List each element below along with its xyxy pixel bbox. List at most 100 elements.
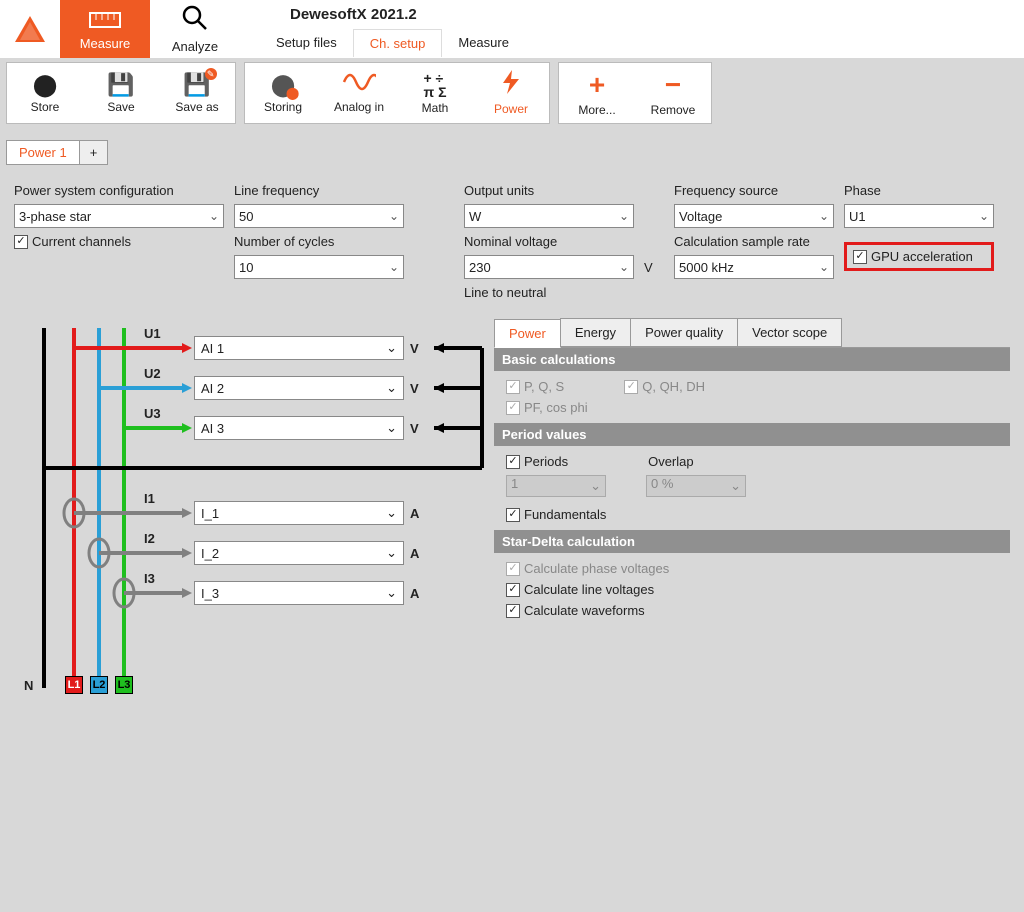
cpv-check: Calculate phase voltages (506, 561, 998, 576)
toolbar: ⬤Store 💾Save 💾✎Save as ⬤⬤Storing Analog … (0, 58, 1024, 128)
main-area: U1 AI 1 V U2 AI 2 V U3 AI 3 V I1 I_1 A I2 I_… (0, 308, 1024, 728)
nv-unit: V (644, 260, 664, 275)
lf-select[interactable]: 50 (234, 204, 404, 228)
checkbox-icon (853, 250, 867, 264)
basic-header: Basic calculations (494, 348, 1010, 371)
calc-tab-energy[interactable]: Energy (560, 318, 631, 347)
app-title: DewesoftX 2021.2 (260, 0, 525, 23)
u2-label: U2 (144, 366, 161, 381)
checkbox-icon (506, 604, 520, 618)
gpu-check[interactable]: GPU acceleration (853, 249, 985, 264)
periods-check[interactable]: Periods (506, 454, 568, 469)
bolt-icon (501, 70, 521, 100)
gpu-highlight: GPU acceleration (844, 242, 994, 271)
u3-unit: V (410, 421, 419, 436)
tab-ch-setup[interactable]: Ch. setup (353, 29, 443, 57)
checkbox-icon (506, 455, 520, 469)
minus-icon: − (665, 69, 681, 101)
checkbox-icon (506, 380, 520, 394)
i2-label: I2 (144, 531, 155, 546)
wiring-diagram: U1 AI 1 V U2 AI 2 V U3 AI 3 V I1 I_1 A I2 I_… (14, 318, 474, 718)
title-area: DewesoftX 2021.2 Setup files Ch. setup M… (240, 0, 525, 57)
nv-label: Nominal voltage (464, 234, 634, 249)
config-panel: Power system configuration Line frequenc… (0, 165, 1024, 308)
checkbox-icon (506, 401, 520, 415)
page-tab-add[interactable]: + (79, 140, 109, 165)
mode-analyze-label: Analyze (172, 39, 218, 54)
psc-select[interactable]: 3-phase star (14, 204, 224, 228)
saveas-button[interactable]: 💾✎Save as (159, 63, 235, 123)
overlap-select[interactable]: 0 % (646, 475, 746, 497)
math-icon: + ÷π Σ (423, 71, 446, 99)
i1-select[interactable]: I_1 (194, 501, 404, 525)
ou-select[interactable]: W (464, 204, 634, 228)
u1-unit: V (410, 341, 419, 356)
cw-check[interactable]: Calculate waveforms (506, 603, 998, 618)
calc-tab-power[interactable]: Power (494, 319, 561, 348)
checkbox-icon (506, 583, 520, 597)
top-bar: Measure Analyze DewesoftX 2021.2 Setup f… (0, 0, 1024, 58)
app-logo (0, 0, 60, 58)
u1-label: U1 (144, 326, 161, 341)
ph-select[interactable]: U1 (844, 204, 994, 228)
page-tab-power1[interactable]: Power 1 (6, 140, 80, 165)
l3-badge: L3 (115, 676, 133, 694)
i1-unit: A (410, 506, 419, 521)
store-button[interactable]: ⬤Store (7, 63, 83, 123)
l1-badge: L1 (65, 676, 83, 694)
u2-unit: V (410, 381, 419, 396)
tab-measure[interactable]: Measure (442, 29, 525, 57)
psc-label: Power system configuration (14, 183, 224, 198)
lf-label: Line frequency (234, 183, 404, 198)
csr-label: Calculation sample rate (674, 234, 834, 249)
saveas-icon: 💾✎ (183, 72, 210, 98)
plus-icon: + (589, 69, 605, 101)
fundamentals-check[interactable]: Fundamentals (506, 507, 998, 522)
l2-badge: L2 (90, 676, 108, 694)
ou-label: Output units (464, 183, 634, 198)
csr-select[interactable]: 5000 kHz (674, 255, 834, 279)
tab-setup-files[interactable]: Setup files (260, 29, 353, 57)
save-button[interactable]: 💾Save (83, 63, 159, 123)
period-header: Period values (494, 423, 1010, 446)
math-button[interactable]: + ÷π ΣMath (397, 63, 473, 123)
mode-measure[interactable]: Measure (60, 0, 150, 58)
i2-select[interactable]: I_2 (194, 541, 404, 565)
checkbox-icon (14, 235, 28, 249)
checkbox-icon (506, 562, 520, 576)
top-tab-row: Setup files Ch. setup Measure (260, 29, 525, 57)
wave-icon (342, 72, 376, 98)
power-button[interactable]: Power (473, 63, 549, 123)
calc-tabs: Power Energy Power quality Vector scope (494, 318, 1010, 348)
nv-select[interactable]: 230 (464, 255, 634, 279)
i3-label: I3 (144, 571, 155, 586)
save-icon: 💾 (107, 72, 134, 98)
u1-select[interactable]: AI 1 (194, 336, 404, 360)
remove-button[interactable]: −Remove (635, 63, 711, 123)
mode-measure-label: Measure (80, 36, 131, 51)
more-button[interactable]: +More... (559, 63, 635, 123)
search-icon (182, 5, 208, 37)
page-tabs: Power 1 + (6, 140, 1024, 165)
i1-label: I1 (144, 491, 155, 506)
periods-select[interactable]: 1 (506, 475, 606, 497)
calc-tab-pq[interactable]: Power quality (630, 318, 738, 347)
ltn-label: Line to neutral (464, 285, 634, 300)
analogin-button[interactable]: Analog in (321, 63, 397, 123)
i3-select[interactable]: I_3 (194, 581, 404, 605)
u3-select[interactable]: AI 3 (194, 416, 404, 440)
n-label: N (24, 678, 33, 693)
u2-select[interactable]: AI 2 (194, 376, 404, 400)
i2-unit: A (410, 546, 419, 561)
clv-check[interactable]: Calculate line voltages (506, 582, 998, 597)
storing-button[interactable]: ⬤⬤Storing (245, 63, 321, 123)
checkbox-icon (506, 508, 520, 522)
u3-label: U3 (144, 406, 161, 421)
current-channels-check[interactable]: Current channels (14, 234, 224, 249)
calc-tab-vs[interactable]: Vector scope (737, 318, 842, 347)
fs-select[interactable]: Voltage (674, 204, 834, 228)
nc-select[interactable]: 10 (234, 255, 404, 279)
i3-unit: A (410, 586, 419, 601)
ph-label: Phase (844, 183, 994, 198)
mode-analyze[interactable]: Analyze (150, 0, 240, 58)
